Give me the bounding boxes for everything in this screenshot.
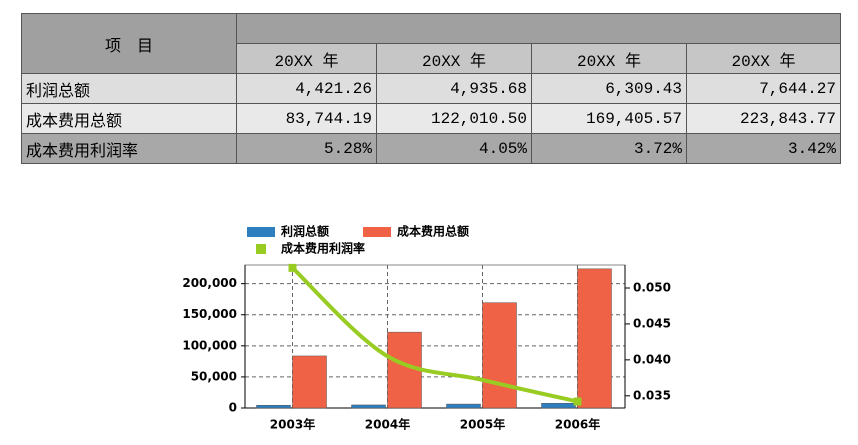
cell-value: 3.42% (686, 133, 841, 164)
bar (351, 404, 386, 409)
bar (292, 355, 327, 409)
legend-swatch (256, 244, 266, 254)
y2-tick-label: 0.050 (633, 280, 671, 294)
y2-tick-label: 0.035 (633, 388, 671, 402)
data-table: 项 目 20XX 年 20XX 年 20XX 年 20XX 年 利润总额 4,421.2… (21, 13, 841, 164)
cell-value: 7,644.27 (686, 73, 841, 104)
year-header: 20XX 年 (686, 43, 841, 74)
bar (256, 405, 291, 409)
bar (446, 403, 481, 409)
y-tick-label: 200,000 (182, 276, 237, 290)
x-tick-label: 2003年 (270, 417, 315, 432)
cell-value: 83,744.19 (236, 103, 377, 134)
cell-value: 4,935.68 (376, 73, 532, 104)
line (291, 266, 578, 404)
x-tick-label: 2004年 (365, 417, 410, 432)
year-header: 20XX 年 (376, 43, 532, 74)
legend-swatch (363, 227, 391, 237)
bar (482, 302, 517, 409)
cell-value: 4.05% (376, 133, 532, 164)
header-item: 项 目 (21, 13, 237, 74)
table-row: 利润总额 4,421.26 4,935.68 6,309.43 7,644.27 (21, 73, 841, 104)
table-row: 成本费用利润率 5.28% 4.05% 3.72% 3.42% (21, 133, 841, 164)
line-marker (288, 263, 297, 272)
cell-value: 6,309.43 (531, 73, 687, 104)
line-marker (573, 397, 582, 406)
y2-tick-label: 0.045 (633, 316, 671, 330)
x-tick-label: 2006年 (555, 417, 600, 432)
legend-label: 成本费用利润率 (281, 241, 365, 256)
cell-value: 3.72% (531, 133, 687, 164)
cell-value: 4,421.26 (236, 73, 377, 104)
y-tick-label: 0 (229, 401, 237, 415)
y2-tick-label: 0.040 (633, 352, 671, 366)
year-header: 20XX 年 (236, 43, 377, 74)
legend-swatch (247, 227, 275, 237)
row-label: 成本费用总额 (21, 103, 237, 134)
bar (541, 402, 576, 409)
y-tick-label: 150,000 (182, 307, 237, 321)
x-tick-label: 2005年 (460, 417, 505, 432)
cell-value: 223,843.77 (686, 103, 841, 134)
cell-value: 169,405.57 (531, 103, 687, 134)
legend-label: 利润总额 (281, 224, 329, 239)
bar (577, 268, 612, 409)
legend-label: 成本费用总额 (397, 224, 469, 239)
cell-value: 5.28% (236, 133, 377, 164)
row-label: 成本费用利润率 (21, 133, 237, 164)
y-tick-label: 100,000 (182, 338, 237, 352)
y-tick-label: 50,000 (191, 369, 237, 383)
